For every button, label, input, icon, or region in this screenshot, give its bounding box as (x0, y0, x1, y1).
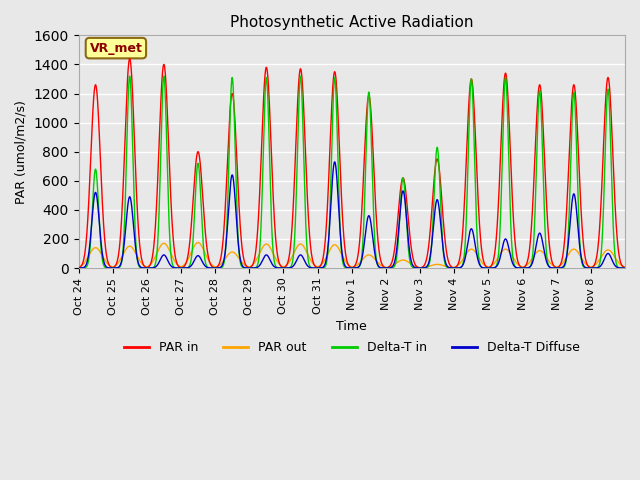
Text: VR_met: VR_met (90, 42, 142, 55)
X-axis label: Time: Time (337, 320, 367, 333)
Legend: PAR in, PAR out, Delta-T in, Delta-T Diffuse: PAR in, PAR out, Delta-T in, Delta-T Dif… (119, 336, 584, 360)
Y-axis label: PAR (umol/m2/s): PAR (umol/m2/s) (15, 100, 28, 204)
Title: Photosynthetic Active Radiation: Photosynthetic Active Radiation (230, 15, 474, 30)
